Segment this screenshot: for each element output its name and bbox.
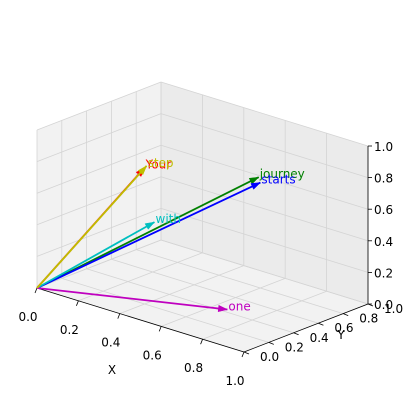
x-tick-mark	[200, 339, 203, 345]
grid-line	[36, 113, 162, 162]
z-tick-label: 0.8	[374, 172, 393, 186]
pane-xz	[161, 82, 368, 304]
y-tick-label: 0.8	[359, 312, 378, 326]
vector-one: one	[36, 287, 251, 314]
x-tick-mark	[34, 287, 38, 294]
axis-lines	[36, 146, 369, 353]
grid-lines	[36, 81, 369, 353]
grid-line	[160, 144, 369, 210]
grid-line	[78, 252, 203, 302]
vector-label: step	[148, 156, 174, 170]
vector-arrowhead	[217, 304, 229, 313]
x-tick-mark	[241, 351, 245, 358]
vector-label: with	[156, 212, 181, 226]
x-tick-mark	[117, 313, 121, 319]
x-tick-label: 0.6	[143, 348, 162, 362]
y-tick-label: 0.0	[260, 350, 279, 364]
y-tick-mark	[243, 351, 250, 355]
x-tick-label: 0.2	[60, 323, 79, 337]
z-tick-label: 1.0	[374, 140, 393, 154]
y-tick-mark	[268, 342, 274, 345]
vector-arrowhead	[144, 221, 156, 230]
y-axis-line	[243, 303, 369, 353]
y-axis-label: Y	[336, 328, 345, 342]
vector-with: with	[36, 212, 181, 289]
grid-line	[161, 278, 286, 327]
pane-xy	[37, 240, 368, 352]
y-tick-label: 0.4	[310, 331, 329, 345]
grid-line	[160, 113, 369, 178]
vector-label: journey	[259, 167, 305, 181]
grid-line	[111, 258, 319, 324]
x-tick-mark	[158, 326, 162, 332]
grid-line	[61, 278, 269, 343]
vector-shaft	[36, 165, 148, 289]
x-tick-label: 0.0	[18, 310, 37, 324]
grid-line	[36, 208, 162, 257]
x-axis-line	[36, 287, 245, 353]
vector-shaft	[36, 181, 261, 289]
grid-line	[202, 290, 327, 340]
axis-panes	[37, 82, 368, 352]
x-tick-label: 1.0	[225, 374, 244, 388]
vector-label: one	[228, 300, 250, 314]
grid-line	[36, 239, 162, 289]
grid-line	[119, 265, 244, 314]
vector-step: step	[36, 156, 174, 289]
grid-line	[136, 249, 344, 314]
x-tick-mark	[76, 300, 79, 306]
grid-line	[36, 144, 162, 194]
y-tick-mark	[293, 332, 299, 336]
vector-label: starts	[261, 173, 295, 187]
vector-arrowhead	[137, 165, 148, 176]
y-tick-label: 0.6	[334, 321, 353, 335]
x-axis-label: X	[108, 363, 116, 377]
vector-journey: journey	[36, 167, 305, 289]
grid-line	[160, 81, 369, 147]
vector-arrowhead	[248, 176, 260, 185]
vector-arrowhead	[250, 182, 262, 190]
z-tick-label: 0.2	[374, 266, 393, 280]
grid-line	[160, 208, 369, 273]
y-tick-label: 0.2	[285, 340, 304, 354]
z-tick-label: 0.6	[374, 203, 393, 217]
x-tick-label: 0.4	[101, 336, 120, 350]
z-tick-label: 0.0	[374, 298, 393, 312]
vector-starts: starts	[36, 173, 296, 289]
y-tick-label: 1.0	[384, 302, 403, 316]
grid-line	[86, 268, 294, 334]
vector-shaft	[36, 176, 260, 289]
y-tick-mark	[318, 322, 324, 326]
grid-line	[36, 176, 162, 226]
z-tick-label: 0.4	[374, 235, 393, 249]
tick-labels: 0.00.20.40.60.81.00.00.20.40.60.81.00.00…	[18, 140, 403, 388]
vector-label: Your	[145, 158, 172, 172]
grid-line	[160, 176, 369, 242]
grid-line	[160, 239, 369, 305]
y-tick-mark	[343, 313, 349, 316]
vector-shaft	[36, 287, 228, 311]
vector-shaft	[36, 221, 155, 289]
x-tick-label: 0.8	[184, 361, 203, 375]
grid-line	[36, 81, 162, 131]
